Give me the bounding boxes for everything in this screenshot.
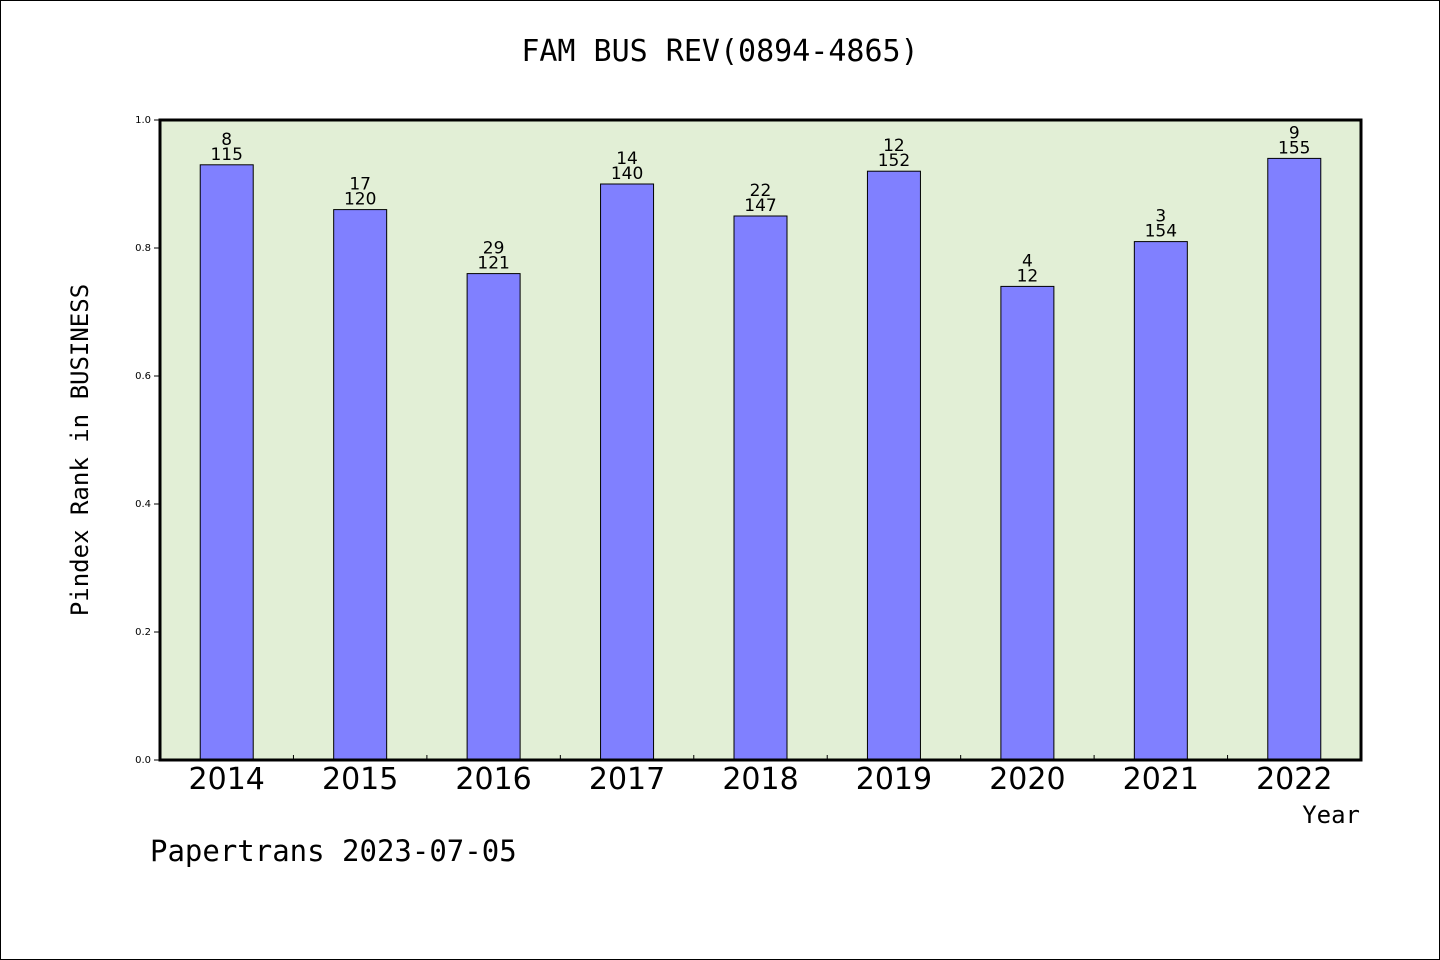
bar-2022 (1267, 157, 1322, 761)
bar-count-label-2015: 120 (344, 190, 376, 210)
chart-title: FAM BUS REV(0894-4865) (521, 34, 919, 69)
bar-rank-label-2020: 4 (1022, 251, 1033, 271)
bar-2019 (866, 170, 921, 761)
bar-rank-label-2015: 17 (349, 175, 371, 195)
y-axis-label: Pindex Rank in BUSINESS (66, 283, 94, 617)
y-tick-label-2: 0.4 (135, 499, 151, 510)
x-tick-label-2019: 2019 (856, 762, 932, 797)
x-tick-label-2016: 2016 (455, 762, 531, 797)
bar-count-label-2019: 152 (878, 151, 910, 171)
x-axis-label: Year (1302, 801, 1360, 829)
x-tick-label-2014: 2014 (189, 762, 265, 797)
bar-2018 (733, 215, 788, 761)
bar-count-label-2017: 140 (611, 164, 643, 184)
bar-2016 (466, 273, 521, 761)
y-tick-label-5: 1.0 (135, 115, 151, 126)
bar-count-label-2022: 155 (1278, 138, 1310, 158)
x-tick-label-2017: 2017 (589, 762, 665, 797)
bar-rank-label-2021: 3 (1155, 207, 1166, 227)
y-tick-label-0: 0.0 (135, 755, 151, 766)
bar-count-label-2018: 147 (744, 196, 776, 216)
bar-count-label-2014: 115 (210, 145, 242, 165)
bar-2021 (1133, 241, 1188, 761)
x-tick-label-2022: 2022 (1256, 762, 1332, 797)
plot-border (158, 118, 1363, 762)
bar-count-label-2020: 12 (1017, 266, 1039, 286)
y-tick-label-1: 0.2 (135, 627, 151, 638)
bar-count-label-2016: 121 (477, 254, 509, 274)
bar-2020 (1000, 285, 1055, 761)
x-tick-label-2021: 2021 (1123, 762, 1199, 797)
x-tick-label-2018: 2018 (722, 762, 798, 797)
footer-credit: Papertrans 2023-07-05 (150, 834, 517, 868)
bar-2017 (600, 183, 655, 761)
y-tick-label-3: 0.6 (135, 371, 151, 382)
x-tick-label-2015: 2015 (322, 762, 398, 797)
y-tick-label-4: 0.8 (135, 243, 151, 254)
bar-rank-label-2017: 14 (616, 149, 638, 169)
x-tick-label-2020: 2020 (989, 762, 1065, 797)
bar-2014 (199, 164, 254, 761)
bar-rank-label-2018: 22 (750, 181, 772, 201)
bar-2015 (333, 209, 388, 761)
bar-rank-label-2016: 29 (483, 239, 505, 259)
bar-rank-label-2022: 9 (1289, 123, 1300, 143)
bar-rank-label-2019: 12 (883, 136, 905, 156)
bar-rank-label-2014: 8 (221, 130, 232, 150)
bar-count-label-2021: 154 (1145, 222, 1177, 242)
